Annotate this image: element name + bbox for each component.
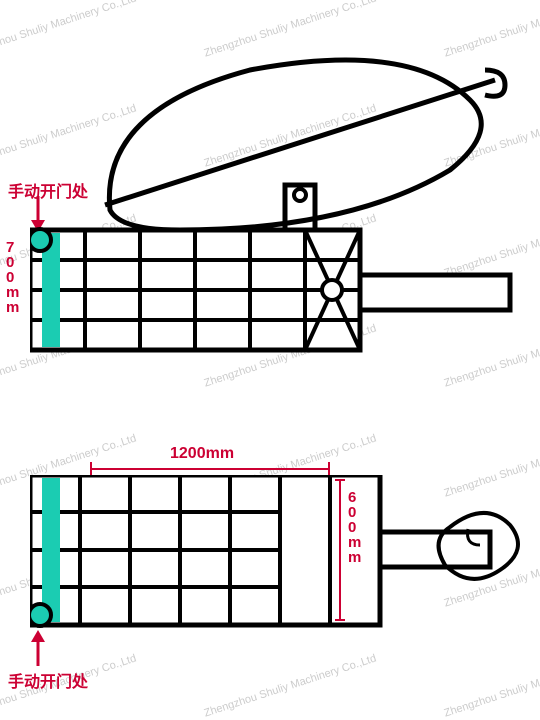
width-dim-line bbox=[90, 468, 330, 470]
watermark: Zhengzhou Shuliy Machinery Co.,Ltd bbox=[203, 652, 378, 719]
bottom-door-label: 手动开门处 bbox=[8, 668, 88, 692]
top-height-dim: 700mm bbox=[6, 240, 20, 315]
bottom-machine-diagram bbox=[30, 475, 530, 655]
width-dim-tick bbox=[328, 462, 330, 476]
bottom-width-dim: 1200mm bbox=[170, 445, 234, 463]
bottom-depth-dim: 600mm bbox=[348, 490, 362, 565]
watermark: Zhengzhou Shuliy Machinery Co.,Ltd bbox=[443, 652, 540, 719]
width-dim-tick bbox=[90, 462, 92, 476]
top-machine-diagram bbox=[30, 30, 530, 370]
arrow-up-icon bbox=[28, 630, 48, 666]
